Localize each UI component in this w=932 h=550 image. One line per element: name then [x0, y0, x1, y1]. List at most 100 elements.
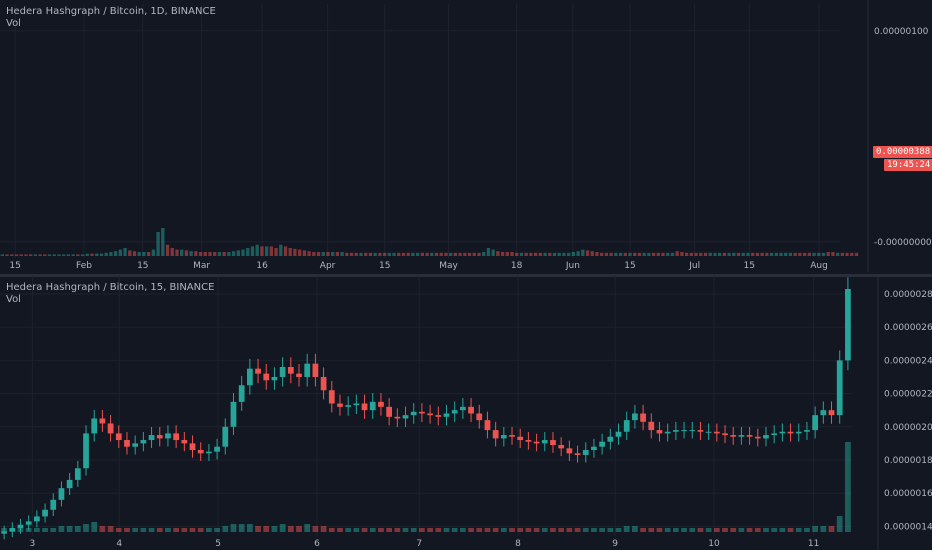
volume-bar	[263, 526, 270, 532]
candle-body	[500, 435, 507, 439]
volume-bar	[505, 252, 509, 256]
volume-bar	[661, 252, 665, 256]
volume-bar	[118, 249, 122, 256]
candle-body	[206, 451, 212, 454]
volume-bar	[312, 526, 319, 532]
volume-bar	[430, 252, 434, 256]
volume-bar	[411, 252, 415, 256]
candle-body	[263, 373, 270, 381]
daily-chart-svg[interactable]: 0.00000100 -0.00000000 15 Feb 15 Mar 16 Apr 15 Ma…	[0, 0, 932, 276]
volume-bar	[58, 526, 65, 532]
volume-bar	[406, 252, 410, 256]
volume-bar	[576, 251, 580, 256]
volume-bar	[189, 251, 193, 256]
volume-bar	[524, 252, 528, 256]
volume-bar	[90, 253, 94, 256]
x-tick-label: 18	[511, 261, 523, 271]
candle-body	[656, 430, 663, 434]
volume-bar	[484, 528, 491, 532]
candle-body	[99, 418, 106, 424]
candle-body	[91, 418, 98, 434]
volume-bar	[552, 252, 557, 256]
volume-bar	[369, 528, 376, 532]
x-tick-label: Apr	[320, 261, 336, 271]
volume-bar	[99, 253, 104, 256]
volume-bar	[316, 252, 321, 256]
volume-bar	[477, 252, 481, 256]
volume-bar	[425, 252, 429, 256]
x-tick-label: 16	[256, 261, 268, 271]
candle-body	[623, 420, 630, 432]
pane-divider[interactable]	[0, 274, 932, 277]
volume-bar	[296, 526, 302, 532]
volume-bar	[804, 528, 810, 532]
volume-bar	[515, 252, 519, 256]
volume-bar	[828, 526, 835, 532]
y-tick-label: -0.00000000	[874, 238, 932, 248]
volume-bar	[787, 528, 794, 532]
volume-bar	[274, 248, 278, 256]
candle-body	[9, 528, 16, 532]
x-tick-label: 6	[314, 539, 320, 549]
x-tick-label: 15	[379, 261, 390, 271]
volume-bar	[672, 528, 679, 532]
volume-bar	[585, 250, 590, 256]
volume-bar	[525, 528, 532, 532]
volume-bar	[349, 252, 354, 256]
candle-body	[771, 433, 778, 436]
candle-body	[83, 433, 89, 469]
volume-bar	[656, 252, 660, 256]
volume-bar	[271, 526, 278, 532]
volume-bar	[820, 526, 827, 532]
candle-body	[50, 499, 57, 510]
volume-bar	[595, 252, 599, 256]
volume-bar	[771, 528, 778, 532]
daily-chart-pane[interactable]: 0.00000100 -0.00000000 15 Feb 15 Mar 16 Apr 15 Ma…	[0, 0, 932, 276]
volume-bar	[607, 528, 614, 532]
volume-bar	[197, 528, 204, 532]
volume-bar	[151, 249, 156, 256]
candle-body	[337, 403, 343, 407]
candle-body	[550, 440, 556, 446]
volume-bar	[633, 252, 637, 256]
daily-volume-label: Vol	[6, 18, 21, 29]
volume-bar	[845, 442, 851, 532]
volume-bar	[298, 249, 302, 256]
volume-bar	[387, 252, 391, 256]
candle-body	[763, 435, 769, 439]
volume-bar	[52, 254, 56, 256]
volume-bar	[591, 528, 597, 532]
volume-bar	[156, 528, 163, 532]
volume-bar	[392, 252, 396, 256]
volume-bar	[727, 252, 731, 256]
volume-bar	[378, 252, 382, 256]
volume-bar	[566, 528, 573, 532]
volume-bar	[427, 528, 433, 532]
volume-bar	[410, 528, 417, 532]
volume-bar	[194, 251, 198, 256]
volume-bar	[279, 244, 283, 256]
volume-bar	[675, 251, 679, 256]
candle-body	[713, 431, 720, 434]
volume-bar	[812, 526, 819, 532]
candle-body	[689, 430, 696, 432]
volume-bar	[184, 250, 189, 256]
volume-bar	[458, 252, 462, 256]
volume-bar	[10, 254, 14, 256]
volume-bar	[538, 252, 542, 256]
volume-bar	[779, 252, 783, 256]
volume-bar	[189, 528, 196, 532]
last-price-tag: 0.00000388	[873, 146, 932, 158]
candle-body	[222, 426, 229, 447]
volume-bar	[788, 252, 793, 256]
volume-bar	[713, 528, 720, 532]
volume-bar	[180, 249, 184, 256]
candle-body	[672, 430, 679, 432]
volume-bar	[769, 252, 774, 256]
volume-bar	[140, 528, 147, 532]
volume-bar	[206, 528, 212, 532]
volume-bar	[779, 528, 786, 532]
volume-bar	[689, 252, 693, 256]
